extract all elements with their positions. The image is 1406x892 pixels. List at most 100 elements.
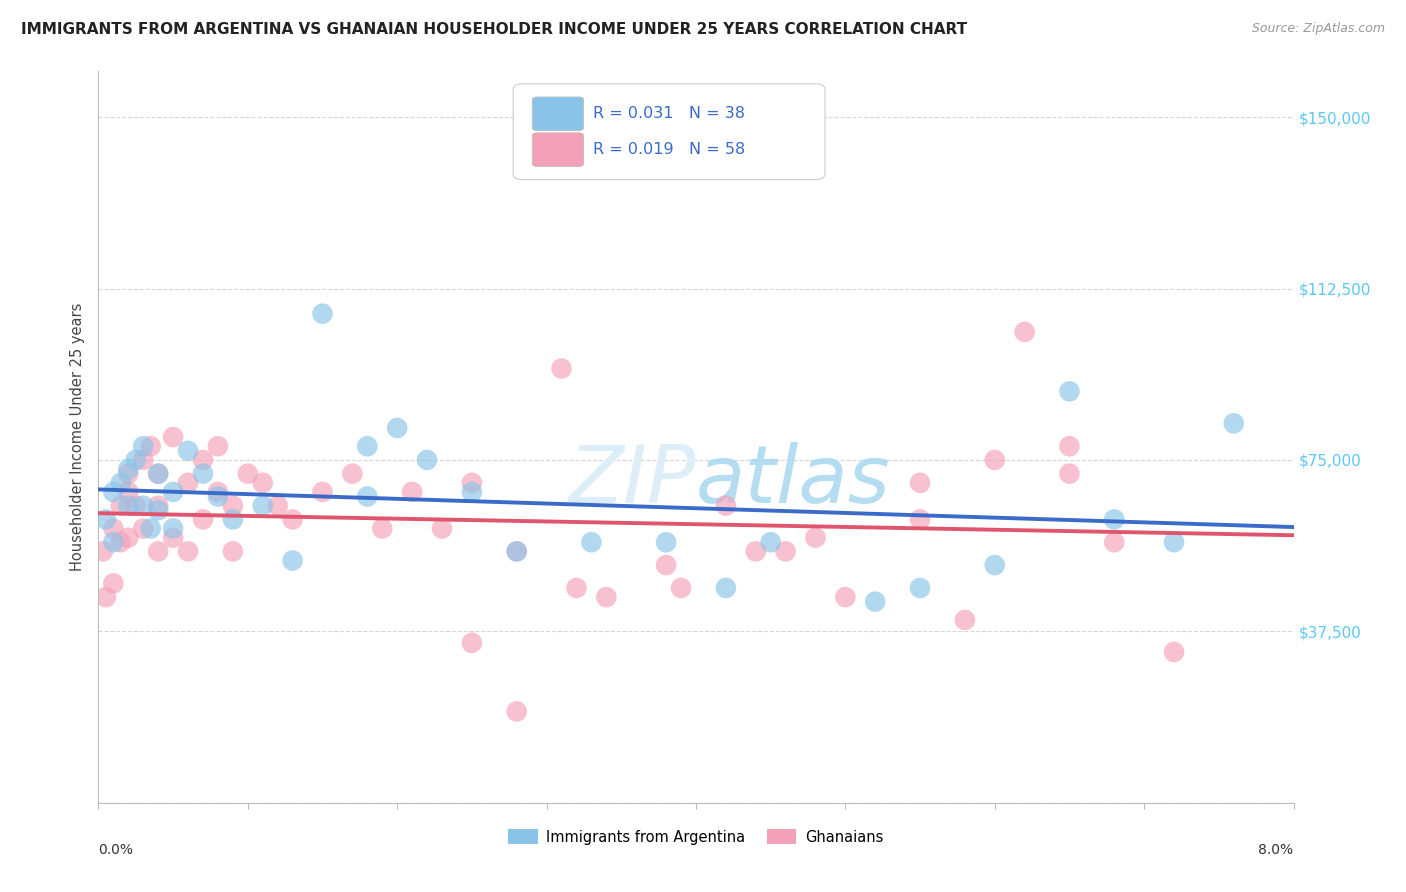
Point	[191, 512, 214, 526]
Point	[401, 484, 423, 499]
Point	[506, 544, 529, 558]
Point	[1059, 384, 1081, 399]
Point	[595, 590, 617, 604]
Point	[430, 521, 453, 535]
Point	[281, 512, 304, 526]
Point	[984, 453, 1007, 467]
Point	[1163, 535, 1185, 549]
Point	[132, 453, 155, 467]
Point	[1059, 467, 1081, 481]
Point	[103, 576, 125, 591]
Point	[94, 512, 117, 526]
Point	[416, 453, 439, 467]
Point	[1059, 439, 1081, 453]
Point	[125, 453, 148, 467]
Point	[908, 475, 931, 490]
Point	[953, 613, 976, 627]
Point	[356, 439, 378, 453]
Point	[110, 535, 132, 549]
Text: 8.0%: 8.0%	[1258, 843, 1294, 857]
Point	[117, 467, 139, 481]
Point	[191, 453, 214, 467]
Point	[865, 594, 887, 608]
Point	[669, 581, 692, 595]
Point	[117, 484, 139, 499]
Point	[91, 544, 114, 558]
Point	[1104, 535, 1126, 549]
Point	[132, 521, 155, 535]
Point	[1163, 645, 1185, 659]
Point	[162, 430, 184, 444]
Point	[311, 484, 333, 499]
Point	[252, 499, 274, 513]
Point	[714, 499, 737, 513]
Point	[162, 484, 184, 499]
Point	[1223, 417, 1246, 431]
Legend: Immigrants from Argentina, Ghanaians: Immigrants from Argentina, Ghanaians	[502, 823, 890, 850]
Point	[148, 467, 170, 481]
Point	[908, 512, 931, 526]
FancyBboxPatch shape	[533, 133, 583, 167]
Text: 0.0%: 0.0%	[98, 843, 134, 857]
Point	[506, 705, 529, 719]
Point	[139, 521, 162, 535]
Point	[506, 544, 529, 558]
Point	[565, 581, 588, 595]
Point	[110, 499, 132, 513]
Point	[177, 443, 200, 458]
Point	[281, 553, 304, 567]
Text: Source: ZipAtlas.com: Source: ZipAtlas.com	[1251, 22, 1385, 36]
Point	[655, 558, 678, 573]
Point	[177, 544, 200, 558]
Point	[655, 535, 678, 549]
Point	[461, 484, 484, 499]
Y-axis label: Householder Income Under 25 years: Householder Income Under 25 years	[70, 303, 86, 571]
Point	[834, 590, 856, 604]
Point	[222, 544, 245, 558]
Text: ZIP: ZIP	[568, 442, 696, 520]
Point	[714, 581, 737, 595]
Point	[908, 581, 931, 595]
Point	[117, 462, 139, 476]
Point	[117, 499, 139, 513]
Point	[117, 531, 139, 545]
Point	[984, 558, 1007, 573]
Point	[461, 636, 484, 650]
Point	[371, 521, 394, 535]
Text: atlas: atlas	[696, 442, 891, 520]
Point	[207, 439, 229, 453]
FancyBboxPatch shape	[513, 84, 825, 179]
Point	[267, 499, 290, 513]
FancyBboxPatch shape	[533, 97, 583, 130]
Point	[550, 361, 572, 376]
Point	[759, 535, 782, 549]
Point	[356, 490, 378, 504]
Point	[207, 490, 229, 504]
Text: R = 0.031   N = 38: R = 0.031 N = 38	[593, 106, 745, 121]
Point	[148, 467, 170, 481]
Point	[103, 484, 125, 499]
Point	[1014, 325, 1036, 339]
Point	[342, 467, 364, 481]
Point	[162, 531, 184, 545]
Point	[103, 535, 125, 549]
Point	[745, 544, 768, 558]
Point	[236, 467, 259, 481]
Point	[110, 475, 132, 490]
Point	[94, 590, 117, 604]
Point	[581, 535, 603, 549]
Point	[222, 499, 245, 513]
Point	[177, 475, 200, 490]
Point	[461, 475, 484, 490]
Point	[125, 499, 148, 513]
Point	[207, 484, 229, 499]
Point	[775, 544, 797, 558]
Point	[252, 475, 274, 490]
Point	[103, 521, 125, 535]
Point	[222, 512, 245, 526]
Point	[139, 439, 162, 453]
Point	[311, 307, 333, 321]
Point	[162, 521, 184, 535]
Point	[148, 499, 170, 513]
Point	[132, 439, 155, 453]
